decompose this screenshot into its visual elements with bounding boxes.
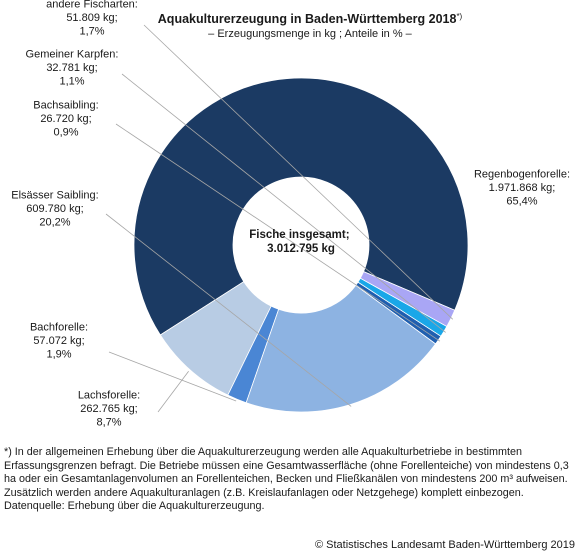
leader-line	[157, 370, 189, 413]
slice-label-line: 65,4%	[506, 196, 537, 208]
leader-line	[108, 351, 237, 402]
slice-label-line: Regenbogenforelle:	[474, 169, 570, 181]
chart-subtitle: – Erzeugungsmenge in kg ; Anteile in % –	[208, 28, 413, 40]
source-note: Datenquelle: Erhebung über die Aquakultu…	[4, 500, 265, 513]
slice-label-line: 32.781 kg;	[46, 62, 97, 74]
leader-lines-group	[105, 24, 454, 413]
copyright: © Statistisches Landesamt Baden-Württemb…	[314, 539, 575, 551]
donut-hole	[233, 177, 369, 313]
slice-label-line: Bachforelle:	[30, 322, 88, 334]
center-label-line-1: Fische insgesamt;	[249, 229, 349, 241]
slice-label-line: 1,9%	[46, 349, 71, 361]
slice-label-line: 20,2%	[39, 217, 70, 229]
slice-label-line: 0,9%	[53, 127, 78, 139]
slice-label-line: 609.780 kg;	[26, 203, 84, 215]
leader-line	[121, 73, 446, 333]
slice-label-line: Bachsaibling:	[33, 100, 98, 112]
chart-title: Aquakulturerzeugung in Baden-Württemberg…	[158, 12, 463, 26]
slice-label-line: Elsässer Saibling:	[11, 190, 98, 202]
slice-label-line: 262.765 kg;	[80, 403, 138, 415]
slice-label-line: 26.720 kg;	[40, 113, 91, 125]
slice-label-line: 1,1%	[59, 76, 84, 88]
footnote: *) In der allgemeinen Erhebung über die …	[4, 446, 576, 514]
leader-line	[105, 213, 352, 407]
slice-label: Bachsaibling: 26.720 kg; 0,9%	[33, 100, 98, 139]
center-label-line-2: 3.012.795 kg	[267, 243, 335, 255]
leader-line	[115, 123, 441, 342]
slice-label-line: andere Fischarten:	[46, 0, 138, 11]
slice-label: Bachforelle: 57.072 kg; 1,9%	[30, 322, 88, 361]
slice-label-line: Lachsforelle:	[78, 390, 140, 402]
slices-group	[133, 77, 469, 413]
slice-label-line: 8,7%	[96, 417, 121, 429]
slice-label: andere Fischarten: 51.809 kg; 1,7%	[46, 0, 138, 38]
slice-label-line: 51.809 kg;	[66, 12, 117, 24]
slice-label-line: 1,7%	[79, 26, 104, 38]
slice-label: Elsässer Saibling: 609.780 kg; 20,2%	[11, 190, 98, 229]
leader-line	[143, 24, 454, 320]
slice-label-line: 57.072 kg;	[33, 335, 84, 347]
footnote-text: *) In der allgemeinen Erhebung über die …	[4, 446, 569, 499]
slice-label: Regenbogenforelle: 1.971.868 kg; 65,4%	[474, 169, 570, 208]
center-label: Fische insgesamt; 3.012.795 kg	[249, 229, 353, 255]
slice-label: Gemeiner Karpfen: 32.781 kg; 1,1%	[26, 49, 119, 88]
slice-label-line: Gemeiner Karpfen:	[26, 49, 119, 61]
slice-label: Lachsforelle: 262.765 kg; 8,7%	[78, 390, 140, 429]
slice-label-line: 1.971.868 kg;	[489, 182, 556, 194]
labels-group: Regenbogenforelle: 1.971.868 kg; 65,4% Lach…	[11, 0, 570, 429]
